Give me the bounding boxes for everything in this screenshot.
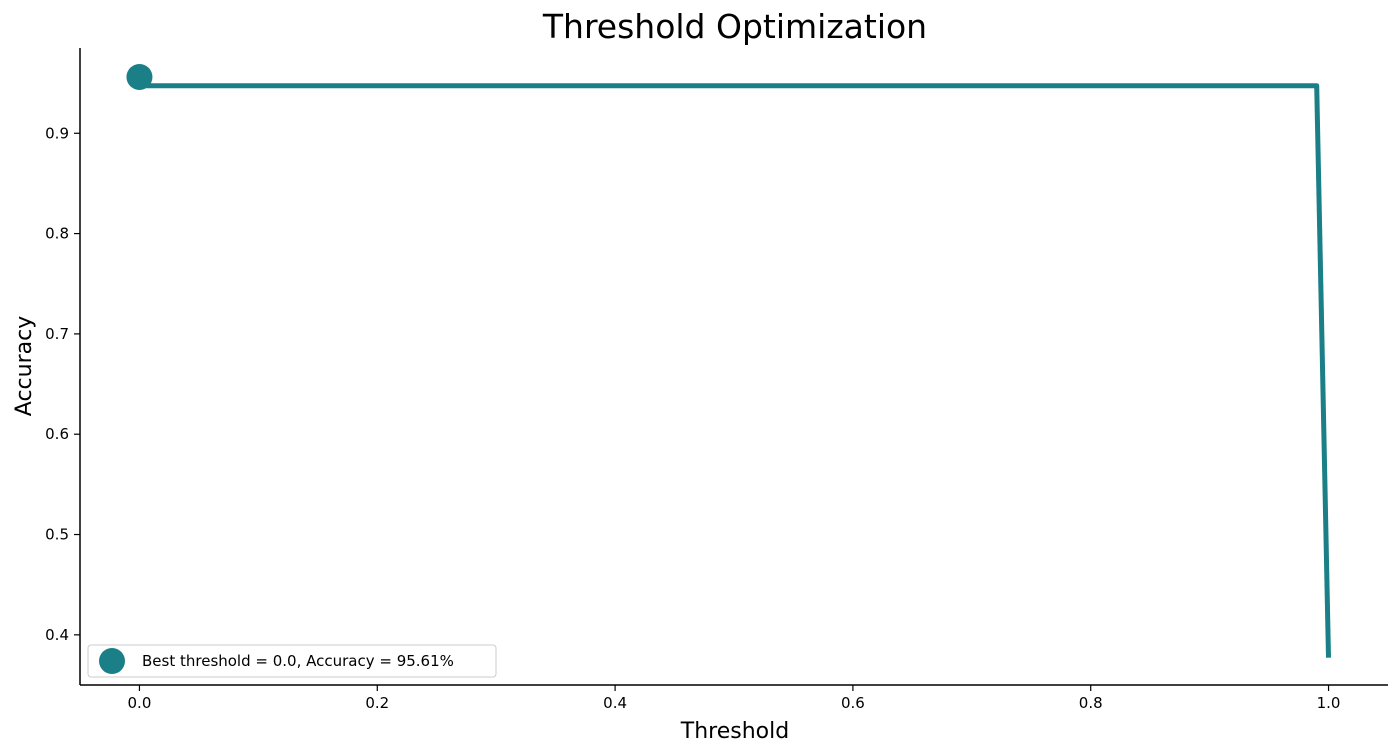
legend-marker	[99, 648, 125, 674]
x-tick-label: 0.4	[603, 694, 627, 712]
y-tick-label: 0.4	[45, 626, 69, 644]
x-tick-label: 1.0	[1317, 694, 1341, 712]
best-threshold-point	[126, 63, 153, 90]
legend-frame	[87, 644, 497, 678]
x-tick-label: 0.0	[128, 694, 152, 712]
y-axis-label: Accuracy	[12, 316, 37, 416]
x-axis-label: Threshold	[680, 719, 789, 744]
y-tick-label: 0.8	[45, 225, 69, 243]
y-tick-label: 0.5	[45, 526, 69, 544]
x-ticks: 0.0 0.2 0.4 0.6 0.8 1.0	[128, 685, 1341, 712]
chart-title: Threshold Optimization	[542, 7, 927, 46]
legend: Best threshold = 0.0, Accuracy = 95.61%	[87, 644, 497, 678]
y-ticks: 0.4 0.5 0.6 0.7 0.8 0.9	[45, 124, 80, 644]
accuracy-line	[139, 83, 1331, 658]
x-tick-label: 0.8	[1079, 694, 1103, 712]
plot-area	[126, 63, 1331, 658]
y-tick-label: 0.9	[45, 124, 69, 142]
legend-entry-label: Best threshold = 0.0, Accuracy = 95.61%	[142, 652, 454, 670]
x-tick-label: 0.6	[841, 694, 865, 712]
x-tick-label: 0.2	[365, 694, 389, 712]
y-tick-label: 0.6	[45, 425, 69, 443]
axes	[79, 48, 1388, 686]
y-tick-label: 0.7	[45, 325, 69, 343]
